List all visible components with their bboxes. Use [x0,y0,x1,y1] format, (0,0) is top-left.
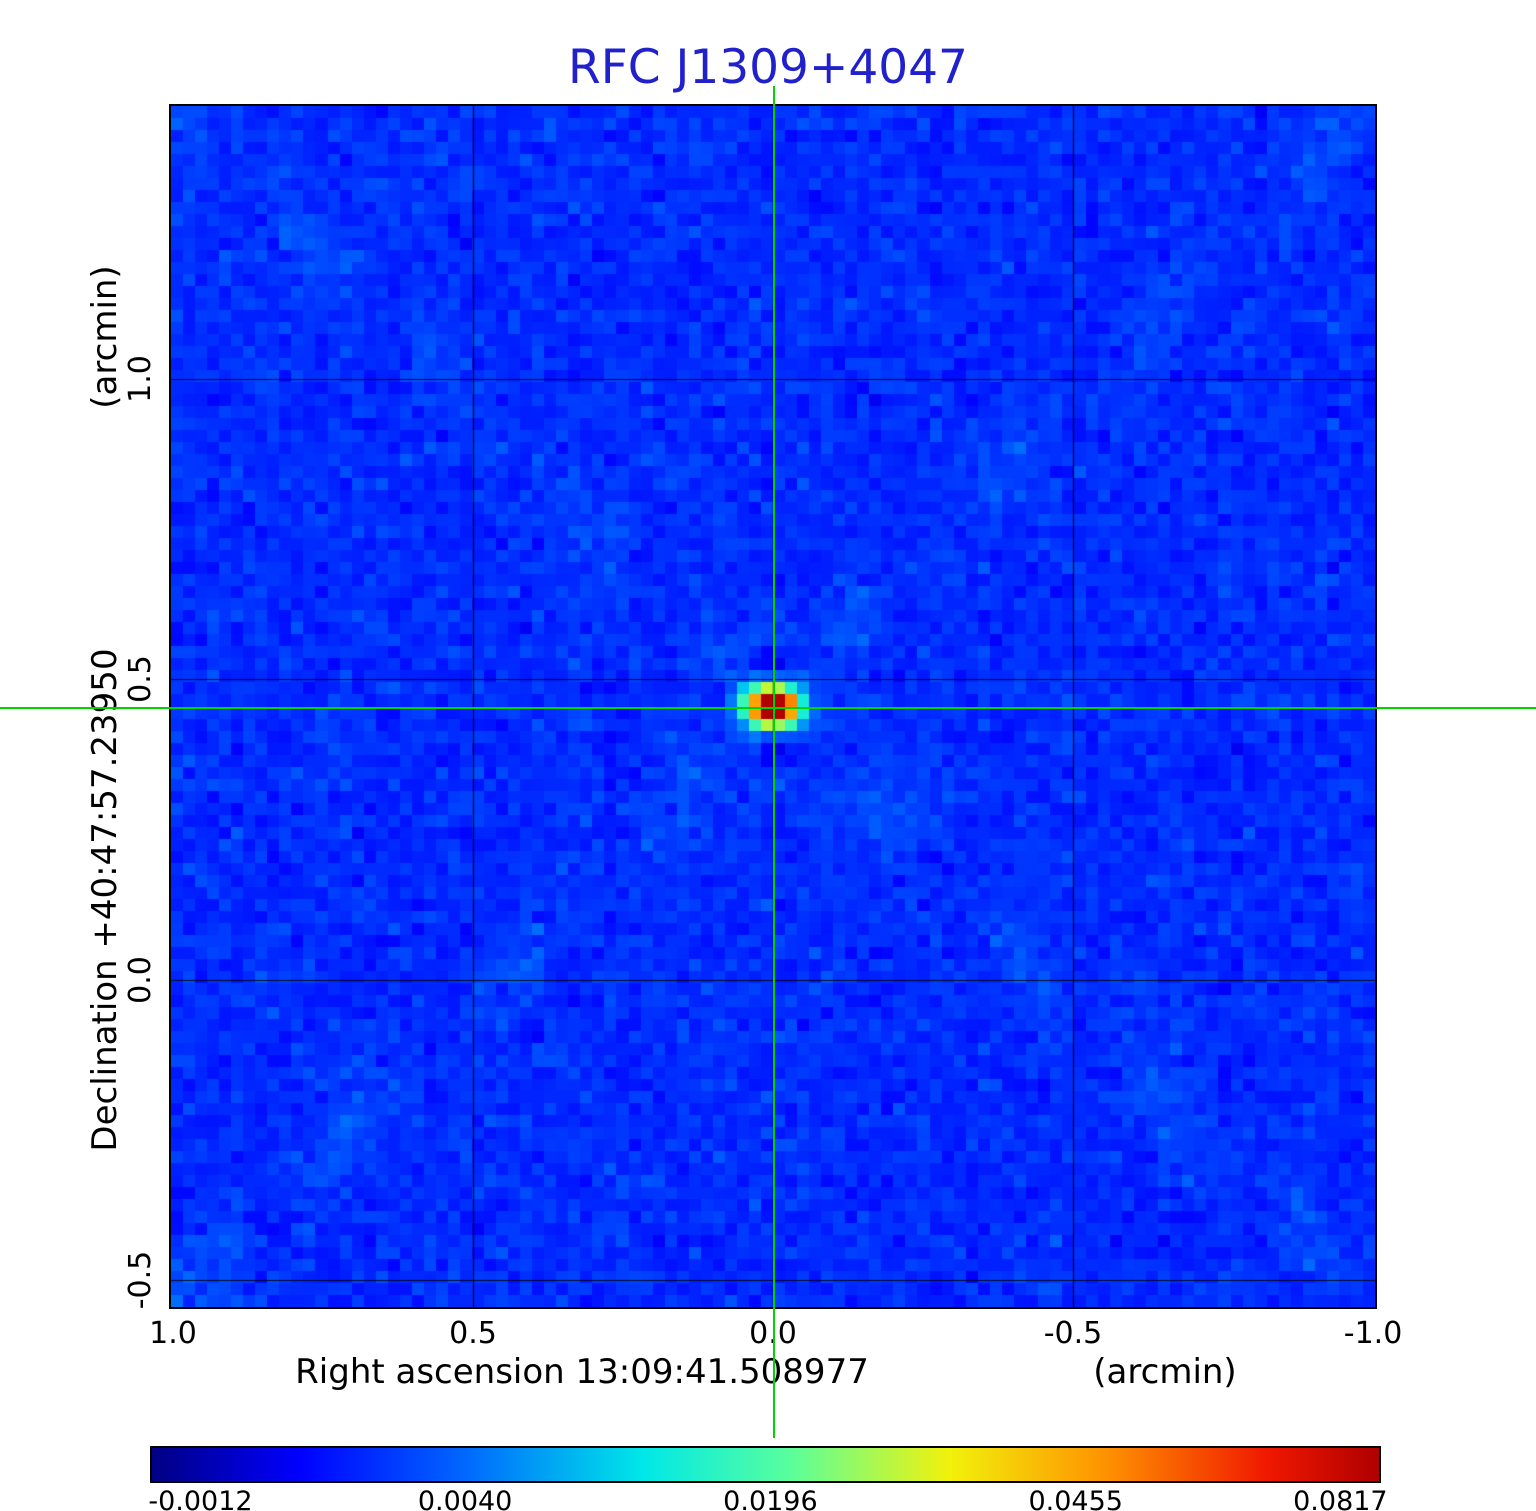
x-tick-label: 0.5 [449,1316,497,1351]
y-tick-label: 0.0 [123,955,158,1004]
x-tick-label: -0.5 [1043,1316,1103,1351]
colorbar-tick-label: 0.0040 [417,1486,513,1511]
x-tick-label: 1.0 [149,1316,197,1351]
y-tick-label: 0.5 [123,655,158,704]
colorbar-tick-label: 0.0455 [1028,1486,1123,1511]
colorbar-tick-label: 0.0196 [723,1486,818,1511]
colorbar-tick-label: 0.0817 [1293,1486,1388,1511]
x-axis-unit: (arcmin) [1093,1352,1237,1392]
x-tick-label: -1.0 [1343,1316,1403,1351]
crosshair-vertical-line [773,86,775,1438]
x-axis-label: Right ascension 13:09:41.508977 [295,1352,869,1392]
y-axis-label: Declination +40:47:57.23950 [85,648,125,1152]
y-tick-label: -0.5 [123,1250,158,1310]
colorbar-tick-label: -0.0012 [148,1486,253,1511]
crosshair-horizontal-line [0,707,1536,709]
y-axis-unit: (arcmin) [85,265,125,409]
y-tick-label: 1.0 [123,355,158,404]
colorbar-gradient [152,1448,1379,1481]
colorbar [150,1446,1381,1483]
chart-title: RFC J1309+4047 [568,40,968,95]
